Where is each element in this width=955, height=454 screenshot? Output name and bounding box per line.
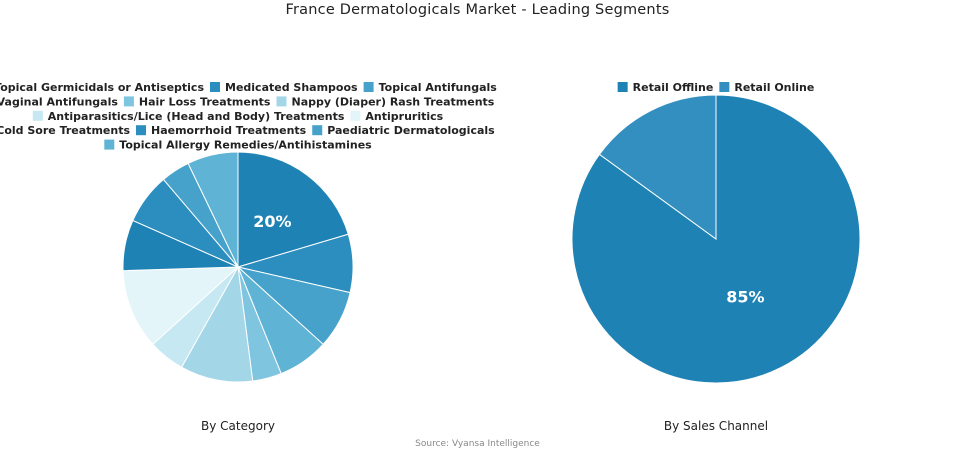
pie-slice-topical-allergy-remedies-antihistamines (187, 151, 239, 268)
legend-swatch (312, 125, 323, 136)
legend-swatch (363, 82, 374, 92)
legend-swatch (350, 110, 361, 121)
legend-item-topical-allergy-remedies-antihistamines: Topical Allergy Remedies/Antihistamines (104, 139, 372, 152)
legend-label: Antipruritics (365, 110, 443, 123)
data-label-retail-offline: 85% (726, 288, 764, 307)
legend-label: Antiparasitics/Lice (Head and Body) Trea… (48, 110, 345, 123)
chart-title-by-category: By Category (201, 419, 275, 433)
legend-swatch (210, 82, 221, 92)
chart-title-by-sales-channel: By Sales Channel (663, 419, 769, 433)
pie-slice-retail-online (598, 94, 717, 240)
pie-slice-nappy-diaper-rash-treatments (180, 265, 254, 383)
legend-swatch (617, 82, 628, 92)
legend-swatch (123, 96, 134, 107)
legend-item-nappy-diaper-rash-treatments: Nappy (Diaper) Rash Treatments (276, 95, 495, 108)
source-note: Source: Vyansa Intelligence (415, 439, 540, 449)
legend-item-cold-sore-treatments: Cold Sore Treatments (0, 124, 130, 137)
legend-item-retail-offline: Retail Offline (617, 81, 714, 94)
legend-swatch (719, 82, 730, 92)
pie-by-category: 20% (122, 151, 354, 383)
legend-label: Cold Sore Treatments (0, 124, 130, 137)
legend-item-medicated-shampoos: Medicated Shampoos (210, 81, 358, 94)
legend-item-topical-germicidals-or-antiseptics: Topical Germicidals or Antiseptics (0, 81, 204, 94)
legend-label: Retail Online (734, 81, 814, 94)
legend-item-antipruritics: Antipruritics (350, 110, 444, 123)
legend-label: Nappy (Diaper) Rash Treatments (291, 95, 494, 108)
legend-label: Retail Offline (633, 81, 714, 94)
legend-item-hair-loss-treatments: Hair Loss Treatments (123, 95, 271, 108)
data-label-topical-germicidals-or-antiseptics: 20% (253, 212, 291, 231)
legend-label: Topical Antifungals (379, 81, 498, 94)
page-title: France Dermatologicals Market - Leading … (285, 2, 670, 18)
legend-swatch (32, 110, 43, 121)
pie-slice-antipruritics (122, 266, 240, 346)
legend-item-antiparasitics-lice-head-and-body-treatments: Antiparasitics/Lice (Head and Body) Trea… (32, 110, 345, 123)
legend-swatch (104, 139, 115, 150)
legend-label: Medicated Shampoos (225, 81, 358, 94)
pie-slice-retail-offline (571, 94, 861, 384)
legend-label: Hair Loss Treatments (139, 95, 271, 108)
legend-label: Haemorrhoid Treatments (151, 124, 307, 137)
legend-by-sales-channel: Retail Offline Retail Online (617, 81, 814, 94)
pie-slice-topical-germicidals-or-antiseptics (237, 151, 349, 268)
legend-label: Vaginal Antifungals (0, 95, 118, 108)
legend-item-haemorrhoid-treatments: Haemorrhoid Treatments (135, 124, 307, 137)
legend-item-topical-antifungals: Topical Antifungals (363, 81, 498, 94)
legend-swatch (135, 125, 146, 136)
legend-item-retail-online: Retail Online (719, 81, 814, 94)
legend-label: Topical Allergy Remedies/Antihistamines (119, 139, 372, 152)
legend-by-category: Topical Germicidals or Antiseptics Medica… (0, 81, 497, 152)
legend-item-vaginal-antifungals: Vaginal Antifungals (0, 95, 118, 108)
legend-label: Paediatric Dermatologicals (327, 124, 495, 137)
legend-item-paediatric-dermatologicals: Paediatric Dermatologicals (312, 124, 495, 137)
pie-by-sales-channel: 85% (571, 94, 861, 384)
legend-swatch (276, 96, 287, 107)
legend-label: Topical Germicidals or Antiseptics (0, 81, 204, 94)
